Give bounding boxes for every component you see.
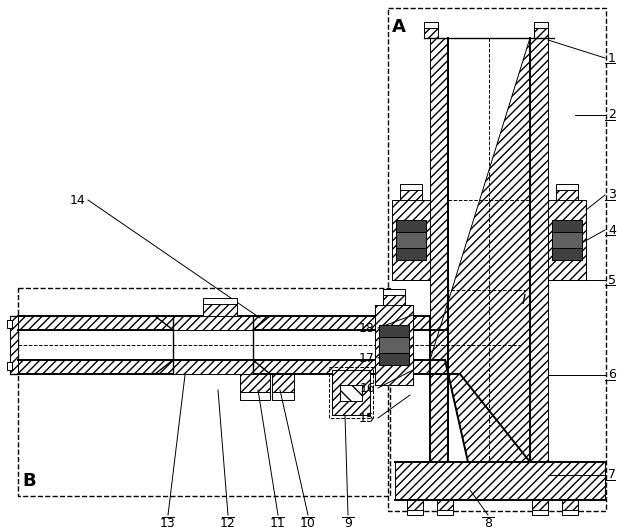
Bar [7,320,12,328]
Bar [332,370,370,415]
Text: 11: 11 [270,517,286,527]
Text: 18: 18 [359,321,375,335]
Bar [448,200,530,290]
Bar [203,298,237,304]
Text: 9: 9 [344,517,352,527]
Bar [552,220,582,260]
Bar [173,316,253,330]
Text: 15: 15 [359,412,375,425]
Bar [556,190,578,200]
Bar [383,295,405,305]
Text: 4: 4 [608,223,616,237]
Text: 6: 6 [608,368,616,382]
Bar [379,337,409,353]
Bar [375,305,413,385]
Text: 10: 10 [300,517,316,527]
Bar [240,374,270,392]
Text: 8: 8 [484,517,492,527]
Bar [272,374,294,392]
Bar [407,510,423,515]
Text: 12: 12 [220,517,236,527]
Bar [392,200,430,280]
Text: 3: 3 [608,189,616,201]
Bar [424,22,438,28]
Bar [395,462,605,500]
Bar [10,316,18,374]
Text: A: A [392,18,406,36]
Bar [532,510,548,515]
Bar [18,288,390,496]
Bar [329,367,373,418]
Bar [18,316,430,330]
Bar [396,232,426,248]
Bar [203,304,237,316]
Bar [424,28,438,38]
Text: 7: 7 [608,469,616,482]
Bar [340,385,362,401]
Bar [534,22,548,28]
Bar [562,500,578,510]
Bar [556,184,578,190]
Text: I: I [522,293,526,307]
Bar [530,38,548,462]
Bar [18,360,430,374]
Bar [534,28,548,38]
Bar [240,392,270,400]
Polygon shape [430,38,530,462]
Bar [562,510,578,515]
Bar [532,500,548,510]
Bar [383,289,405,295]
Bar [548,200,586,280]
Bar [437,500,453,510]
Bar [173,360,253,374]
Bar [552,232,582,248]
Bar [400,184,422,190]
Bar [272,392,294,400]
Bar [430,38,448,462]
Bar [332,370,370,415]
Text: 5: 5 [608,274,616,287]
Bar [379,325,409,365]
Text: 1: 1 [608,52,616,64]
Polygon shape [430,38,448,330]
Text: B: B [22,472,36,490]
Text: 14: 14 [69,193,85,207]
Bar [388,8,606,511]
Bar [396,220,426,260]
Text: 16: 16 [359,382,375,395]
Bar [407,500,423,510]
Bar [7,362,12,370]
Text: 13: 13 [160,517,176,527]
Bar [400,190,422,200]
Text: 2: 2 [608,109,616,122]
Bar [437,510,453,515]
Text: 17: 17 [359,352,375,365]
